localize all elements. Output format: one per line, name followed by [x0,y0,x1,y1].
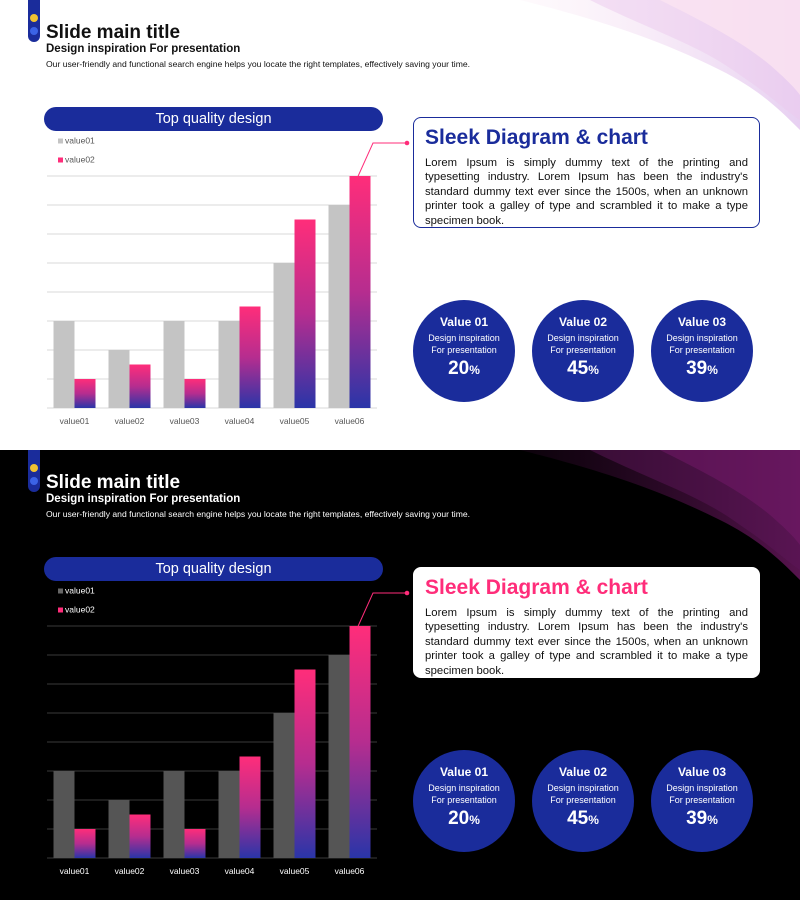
bar-value01-value01 [53,771,75,858]
bar-value01-value05 [273,263,295,408]
stat-circle-1: Value 01 Design inspiration For presentat… [413,750,515,852]
title-marker [28,450,40,492]
legend-swatch [58,588,63,594]
bar-value02-value02 [129,814,151,858]
x-tick-label: value06 [335,866,365,876]
stat-label: Value 03 [677,765,727,779]
bar-value02-value05 [294,219,316,408]
legend-label: value02 [65,155,95,165]
bar-value02-value04 [239,306,261,408]
chart-banner: Top quality design [44,107,383,131]
bar-value01-value02 [108,350,130,408]
info-box: Sleek Diagram & chart Lorem Ipsum is sim… [413,117,760,228]
info-text: Lorem Ipsum is simply dummy text of the … [425,157,748,227]
stat-subtext: Design inspiration For presentation [547,333,619,355]
x-tick-label: value05 [280,866,310,876]
marker-dot-yellow [30,14,38,22]
stat-circle-2: Value 02 Design inspiration For presentat… [532,750,634,852]
bar-value02-value02 [129,364,151,408]
legend-label: value01 [65,136,95,146]
bar-chart: value01 value02 value03 value04 value05 value… [47,136,377,426]
bar-value02-value05 [294,669,316,858]
stat-subtext: Design inspiration For presentation [666,333,738,355]
legend-label: value01 [65,586,95,596]
wave-decoration [520,450,800,580]
slide-description: Our user-friendly and functional search … [46,59,471,69]
bar-value01-value02 [108,800,130,858]
title-marker [28,0,40,42]
bar-value02-value01 [74,379,96,408]
info-title: Sleek Diagram & chart [425,576,648,599]
stat-value: 45% [567,358,599,379]
stat-circle-3: Value 03 Design inspiration For presentat… [651,300,753,402]
stat-value: 20% [448,808,480,829]
stat-value: 39% [686,358,718,379]
x-tick-label: value03 [170,866,200,876]
wave-decoration [520,0,800,130]
stat-circle-3: Value 03 Design inspiration For presentat… [651,750,753,852]
stat-label: Value 01 [439,315,489,329]
info-text: Lorem Ipsum is simply dummy text of the … [425,607,748,677]
slide-title: Slide main title [46,22,181,43]
bar-value01-value04 [218,321,240,408]
slide-light: Slide main title Design inspiration For … [28,0,800,426]
stat-value: 20% [448,358,480,379]
stat-subtext: Design inspiration For presentation [428,333,500,355]
x-tick-label: value02 [115,416,145,426]
x-tick-label: value05 [280,416,310,426]
bar-value01-value03 [163,771,185,858]
bar-chart: value01 value02 value03 value04 value05 value… [47,586,377,876]
stat-value: 39% [686,808,718,829]
x-tick-label: value02 [115,866,145,876]
slide-description: Our user-friendly and functional search … [46,509,471,519]
bar-value01-value01 [53,321,75,408]
connector-line [354,140,410,184]
stat-label: Value 02 [558,315,608,329]
legend-label: value02 [65,605,95,615]
connector-line [354,590,410,634]
x-tick-label: value04 [225,416,255,426]
legend-swatch [58,138,63,144]
bar-value01-value03 [163,321,185,408]
bar-value02-value03 [184,379,206,408]
stat-subtext: Design inspiration For presentation [547,783,619,805]
slide-dark: Slide main title Design inspiration For … [0,450,800,900]
bar-value02-value04 [239,756,261,858]
legend-swatch [58,607,63,613]
stat-subtext: Design inspiration For presentation [428,783,500,805]
bar-value02-value06 [349,176,371,408]
bar-value01-value04 [218,771,240,858]
bar-value02-value06 [349,626,371,858]
stat-label: Value 02 [558,765,608,779]
stat-circle-1: Value 01 Design inspiration For presentat… [413,300,515,402]
info-box: Sleek Diagram & chart Lorem Ipsum is sim… [413,567,760,678]
x-tick-label: value04 [225,866,255,876]
x-tick-label: value03 [170,416,200,426]
bar-value01-value05 [273,713,295,858]
legend-swatch [58,157,63,163]
stat-label: Value 03 [677,315,727,329]
bar-value02-value03 [184,829,206,858]
slide-subtitle: Design inspiration For presentation [46,43,241,55]
bar-value02-value01 [74,829,96,858]
x-tick-label: value01 [60,416,90,426]
x-tick-label: value01 [60,866,90,876]
marker-dot-blue [30,477,38,485]
marker-dot-yellow [30,464,38,472]
x-tick-label: value06 [335,416,365,426]
stat-circle-2: Value 02 Design inspiration For presentat… [532,300,634,402]
slide-subtitle: Design inspiration For presentation [46,493,241,505]
slide-title: Slide main title [46,472,181,493]
bar-value01-value06 [328,655,350,858]
bar-value01-value06 [328,205,350,408]
info-title: Sleek Diagram & chart [425,126,648,149]
stat-value: 45% [567,808,599,829]
stat-subtext: Design inspiration For presentation [666,783,738,805]
marker-dot-blue [30,27,38,35]
stat-label: Value 01 [439,765,489,779]
chart-banner: Top quality design [44,557,383,581]
